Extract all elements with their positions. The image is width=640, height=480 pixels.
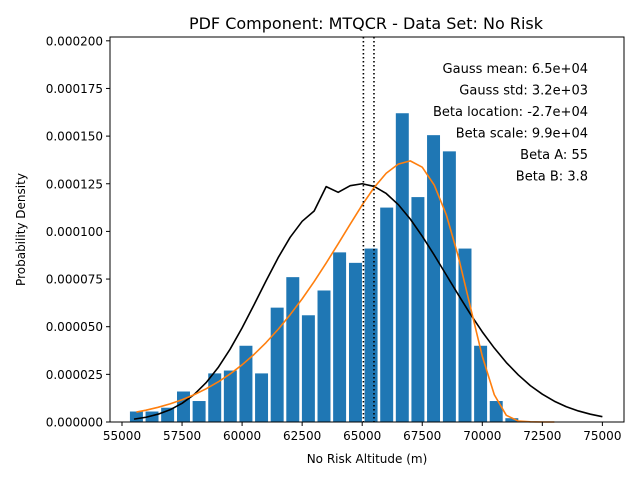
x-tick-label: 65000 [343, 429, 381, 443]
y-tick-label: 0.000075 [46, 273, 103, 287]
beta-pdf-line [136, 160, 555, 423]
histogram-bar [317, 290, 331, 422]
y-tick-label: 0.000050 [46, 320, 103, 334]
y-tick-label: 0.000125 [46, 177, 103, 191]
x-tick-label: 70000 [463, 429, 501, 443]
x-tick-label: 72500 [523, 429, 561, 443]
histogram-bar [177, 391, 190, 422]
x-tick-label: 75000 [583, 429, 621, 443]
stat-annotation: Gauss std: 3.2e+03 [459, 84, 588, 99]
histogram-bar [286, 277, 300, 422]
histogram-bar [442, 151, 456, 423]
x-tick-label: 55000 [103, 429, 141, 443]
stat-annotation: Gauss mean: 6.5e+04 [443, 62, 588, 77]
x-tick-label: 57500 [163, 429, 201, 443]
histogram-bar [270, 307, 284, 422]
histogram-bar [489, 401, 503, 422]
dotted-vlines [362, 37, 375, 422]
x-axis: 55000 57500 60000 62500 65000 67500 70000 72500… [103, 422, 621, 443]
x-tick-label: 67500 [403, 429, 441, 443]
plot-frame [109, 36, 625, 423]
histogram-bar [255, 373, 269, 422]
y-tick-label: 0.000100 [46, 225, 103, 239]
histogram-bar [505, 418, 519, 422]
stats-annotations: Gauss mean: 6.5e+04 Gauss std: 3.2e+03 Bet… [433, 62, 588, 185]
stat-annotation: Beta scale: 9.9e+04 [456, 127, 588, 142]
histogram-bar [364, 248, 378, 422]
histogram-bar [145, 411, 159, 422]
y-tick-label: 0.000000 [46, 416, 103, 430]
histogram-bar [474, 345, 488, 422]
stat-annotation: Beta B: 3.8 [516, 170, 588, 185]
y-tick-label: 0.000025 [46, 368, 103, 382]
y-axis: 0.000000 0.000025 0.000050 0.000075 0.000100… [46, 34, 110, 430]
histogram-bar [129, 411, 143, 422]
y-tick-label: 0.000175 [46, 82, 103, 96]
x-tick-label: 60000 [223, 429, 261, 443]
stat-annotation: Beta location: -2.7e+04 [433, 105, 588, 120]
histogram-bar [333, 252, 347, 422]
histogram-bar [348, 262, 362, 422]
chart-title: PDF Component: MTQCR - Data Set: No Risk [189, 14, 544, 33]
histogram-bar [427, 135, 441, 422]
histogram-bar [411, 197, 425, 422]
stat-annotation: Beta A: 55 [520, 148, 588, 163]
histogram-bar [301, 315, 315, 422]
histogram-bar [458, 248, 472, 422]
series-lines [133, 160, 603, 423]
histogram-bar [395, 113, 409, 423]
y-tick-label: 0.000200 [46, 34, 103, 48]
histogram-bar [192, 401, 206, 422]
histogram-bar [380, 207, 394, 422]
x-axis-label: No Risk Altitude (m) [307, 452, 428, 466]
histogram-bar [223, 370, 237, 422]
y-tick-label: 0.000150 [46, 130, 103, 144]
x-tick-label: 62500 [283, 429, 321, 443]
y-axis-label: Probability Density [14, 173, 28, 286]
gauss-pdf-line [133, 182, 603, 420]
